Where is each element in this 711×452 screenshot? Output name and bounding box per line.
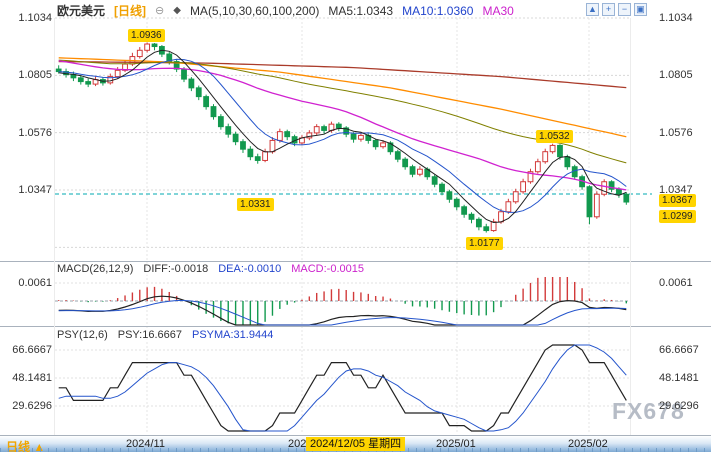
ma5-value-label: MA5:1.0343 [328, 3, 394, 18]
y-axis-label: 1.0805 [659, 69, 693, 81]
timeline-bar[interactable]: 日线 ▲ 2024/11 2024/12 2025/01 2025/02 202… [0, 436, 711, 452]
macd-dea-label: DEA:-0.0010 [218, 263, 282, 275]
chart-header: 欧元美元 [日线] ⊖ ◆ MA(5,10,30,60,100,200) MA5… [57, 2, 514, 19]
price-tag-right-upper: 1.0367 [659, 194, 696, 207]
zoom-in-icon[interactable]: + [602, 3, 615, 16]
psy-axis-label: 48.1481 [12, 372, 52, 384]
macd-value-label: MACD:-0.0015 [291, 263, 364, 275]
price-tag-low: 1.0177 [466, 237, 503, 250]
symbol-name: 欧元美元 [57, 4, 106, 18]
macd-params-label: MACD(26,12,9) [57, 263, 134, 275]
psy-axis-label: 29.6296 [12, 400, 52, 412]
psyma-value-label: PSYMA:31.9444 [191, 329, 274, 341]
x-axis-label: 2025/02 [568, 438, 608, 450]
psy-params-label: PSY(12,6) [57, 329, 108, 341]
ma-params-label: MA(5,10,30,60,100,200) [189, 3, 320, 18]
triangle-up-icon: ▲ [33, 440, 46, 452]
price-tag-right-lower: 1.0299 [659, 210, 696, 223]
macd-axis-label: 0.0061 [659, 277, 693, 289]
y-axis-label: 1.0347 [659, 184, 693, 196]
arrow-up-icon[interactable]: ▲ [586, 3, 599, 16]
x-axis-label: 2024/11 [126, 438, 165, 450]
macd-header: MACD(26,12,9) DIFF:-0.0018 DEA:-0.0010 M… [57, 263, 364, 275]
x-axis-label: 2025/01 [436, 438, 476, 450]
period-tag: [日线] [114, 4, 147, 18]
y-axis-label: 1.0576 [18, 127, 52, 139]
psy-header: PSY(12,6) PSY:16.6667 PSYMA:31.9444 [57, 329, 274, 341]
watermark-fx678: FX678 [612, 398, 685, 424]
psy-axis-label: 48.1481 [659, 372, 699, 384]
y-axis-label: 1.0576 [659, 127, 693, 139]
crosshair-date-tag: 2024/12/05 星期四 [306, 437, 406, 451]
y-axis-label: 1.0347 [18, 184, 52, 196]
macd-diff-label: DIFF:-0.0018 [143, 263, 209, 275]
diamond-icon[interactable]: ◆ [173, 5, 181, 16]
y-axis-label: 1.1034 [18, 12, 52, 24]
ma30-value-label: MA30 [482, 3, 514, 18]
y-axis-label: 1.0805 [18, 69, 52, 81]
y-axis-label: 1.1034 [659, 12, 693, 24]
chart-toolbar: ▲ + − ▣ [586, 3, 647, 16]
price-tag-high: 1.0936 [128, 29, 165, 42]
panes-icon[interactable]: ▣ [634, 3, 647, 16]
zoom-out-icon[interactable]: − [618, 3, 631, 16]
ma10-value-label: MA10:1.0360 [402, 3, 474, 18]
price-tag-level: 1.0331 [237, 198, 274, 211]
psy-axis-label: 66.6667 [12, 344, 52, 356]
macd-axis-label: 0.0061 [18, 277, 52, 289]
minus-circle-icon[interactable]: ⊖ [155, 5, 165, 17]
psy-axis-label: 66.6667 [659, 344, 699, 356]
psy-axis-label: 29.6296 [659, 400, 699, 412]
price-tag-swing-high: 1.0532 [536, 130, 573, 143]
psy-value-label: PSY:16.6667 [117, 329, 182, 341]
